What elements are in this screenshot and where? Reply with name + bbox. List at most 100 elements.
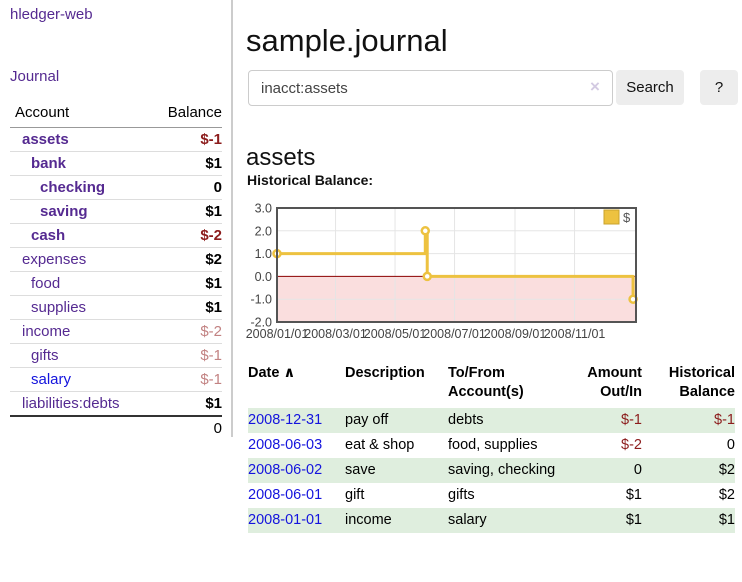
data-point-marker <box>420 226 431 236</box>
account-balance: $1 <box>205 299 222 316</box>
register-date-link[interactable]: 2008-06-03 <box>248 437 323 453</box>
register-header-row: Date ∧ Description To/From Account(s) Am… <box>248 362 735 408</box>
account-row: food $1 <box>10 271 222 296</box>
register-balance-cell: $2 <box>718 462 735 478</box>
x-axis-tick-label: 2008/03/01 <box>304 327 367 341</box>
page-title: sample.journal <box>246 22 448 58</box>
account-balance: 0 <box>213 179 222 196</box>
account-name-link[interactable]: saving <box>40 203 88 220</box>
plot-border <box>276 207 637 323</box>
register-row: 2008-06-02 save saving, checking 0 $2 <box>248 458 735 483</box>
account-row: saving $1 <box>10 199 222 224</box>
register-row: 2008-12-31 pay off debts $-1 $-1 <box>248 408 735 433</box>
account-balance: $-2 <box>200 323 222 340</box>
account-balance: $1 <box>205 203 222 220</box>
accounts-header-balance: Balance <box>147 100 222 128</box>
account-balance: $1 <box>205 275 222 292</box>
account-name-cell: liabilities:debts <box>10 392 148 417</box>
clear-search-icon[interactable]: × <box>590 77 600 96</box>
register-row: 2008-06-01 gift gifts $1 $2 <box>248 483 735 508</box>
accounts-total-value: 0 <box>147 415 222 440</box>
y-axis-tick-label: 3.0 <box>255 202 272 216</box>
x-axis-tick-label: 2008/11/01 <box>544 327 606 341</box>
account-row: checking 0 <box>10 175 222 200</box>
register-description-cell: gift <box>345 487 365 503</box>
historical-balance-chart: $3.0 2.0 1.0 0.0 -1.0 -2.0 2008/01/01 2008/03/0… <box>243 200 742 348</box>
register-date-link[interactable]: 2008-06-02 <box>248 462 323 478</box>
app-brand-link[interactable]: hledger-web <box>10 6 93 23</box>
y-axis-tick-label: -1.0 <box>250 293 272 307</box>
account-name-link[interactable]: food <box>31 275 61 292</box>
x-axis-tick-label: 2008/05/01 <box>364 327 427 341</box>
x-axis-tick-label: 2008/07/01 <box>423 327 486 341</box>
help-button[interactable]: ? <box>700 70 738 105</box>
account-balance: $-1 <box>200 131 222 148</box>
search-button[interactable]: Search <box>616 70 684 105</box>
register-header-date[interactable]: Date ∧ <box>248 362 345 408</box>
account-name-link[interactable]: salary <box>31 371 72 388</box>
register-balance-cell: $2 <box>718 487 735 503</box>
register-date-cell: 2008-06-01 <box>248 483 345 508</box>
account-name-cell: assets <box>10 128 148 152</box>
register-date-link[interactable]: 2008-06-01 <box>248 487 323 503</box>
sidebar: hledger-web Journal Account Balance asse… <box>0 0 233 440</box>
account-name-cell: saving <box>10 200 148 224</box>
register-date-link[interactable]: 2008-12-31 <box>248 412 323 428</box>
register-header-accounts: To/From Account(s) <box>448 365 524 400</box>
account-balance: $-2 <box>200 227 222 244</box>
account-name-cell: checking <box>10 176 148 200</box>
account-name-link[interactable]: checking <box>40 179 106 196</box>
spacer <box>10 415 148 440</box>
register-accounts-cell: food, supplies <box>448 437 538 453</box>
account-row: supplies $1 <box>10 295 222 320</box>
account-row: gifts $-1 <box>10 343 222 368</box>
register-description-cell: eat & shop <box>345 437 415 453</box>
account-name-cell: salary <box>10 368 148 392</box>
register-balance-cell: $1 <box>718 512 735 528</box>
search-input[interactable] <box>248 70 613 106</box>
register-date-link[interactable]: 2008-01-01 <box>248 512 323 528</box>
register-date-cell: 2008-06-03 <box>248 433 345 458</box>
chart-title: Historical Balance: <box>247 172 374 188</box>
register-row: 2008-01-01 income salary $1 $1 <box>248 508 735 533</box>
account-balance: $-1 <box>200 347 222 364</box>
y-axis-tick-label: 0.0 <box>255 270 272 284</box>
legend-swatch <box>603 209 620 225</box>
data-point-marker <box>422 271 432 282</box>
account-row: income $-2 <box>10 319 222 344</box>
accounts-header-account: Account <box>10 100 148 128</box>
account-name-cell: bank <box>10 152 148 176</box>
legend-label: $ <box>623 210 631 225</box>
account-row: bank $1 <box>10 151 222 176</box>
balance-chart-svg: $3.0 2.0 1.0 0.0 -1.0 -2.02008/01/012008/03/0… <box>246 202 638 341</box>
account-balance: $2 <box>205 251 222 268</box>
account-name-link[interactable]: cash <box>31 227 66 244</box>
sidebar-item-journal[interactable]: Journal <box>10 68 60 85</box>
account-name-link[interactable]: income <box>22 323 71 340</box>
register-date-cell: 2008-06-02 <box>248 458 345 483</box>
x-axis-tick-label: 2008/09/01 <box>484 327 547 341</box>
account-name-link[interactable]: expenses <box>22 251 87 268</box>
y-axis-tick-label: 2.0 <box>255 224 272 238</box>
account-balance: $1 <box>205 155 222 172</box>
register-balance-cell: $-1 <box>714 412 735 428</box>
register-accounts-cell: salary <box>448 512 487 528</box>
account-balance: $1 <box>205 395 222 412</box>
account-row: liabilities:debts $1 <box>10 391 222 417</box>
account-name-link[interactable]: gifts <box>31 347 59 364</box>
account-row: cash $-2 <box>10 223 222 248</box>
y-axis-tick-label: -2.0 <box>250 316 272 330</box>
accounts-table: Account Balance assets $-1 bank $1 checking 0… <box>10 100 222 440</box>
register-amount-cell: $1 <box>625 487 642 503</box>
register-amount-cell: $-1 <box>621 412 642 428</box>
account-name-link[interactable]: assets <box>22 131 69 148</box>
account-name-link[interactable]: liabilities:debts <box>22 395 120 412</box>
account-name-cell: expenses <box>10 248 148 272</box>
accounts-total-row: 0 <box>10 415 222 440</box>
register-amount-cell: $-2 <box>621 437 642 453</box>
account-name-link[interactable]: bank <box>31 155 67 172</box>
register-description-cell: income <box>345 512 392 528</box>
register-balance-cell: 0 <box>726 437 735 453</box>
account-name-link[interactable]: supplies <box>31 299 87 316</box>
